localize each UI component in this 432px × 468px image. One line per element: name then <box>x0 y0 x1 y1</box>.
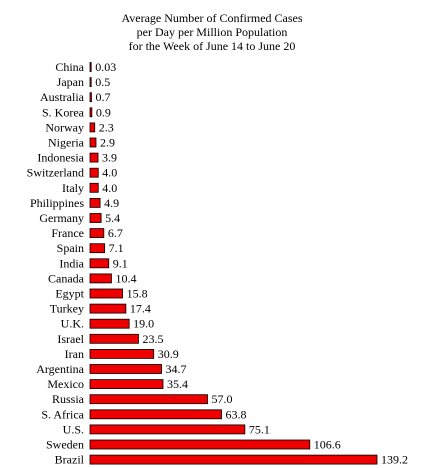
category-label: Iran <box>65 347 84 361</box>
category-label: S. Korea <box>42 105 85 119</box>
category-label: Germany <box>39 211 84 225</box>
value-label: 9.1 <box>113 256 128 270</box>
category-label: Indonesia <box>37 151 84 165</box>
bar <box>89 288 123 299</box>
bar <box>89 439 311 450</box>
category-label: Philippines <box>30 196 84 210</box>
category-label: Mexico <box>47 377 84 391</box>
bar <box>89 303 127 314</box>
value-label: 2.9 <box>100 136 115 150</box>
bar <box>89 379 164 390</box>
bar <box>89 62 92 72</box>
category-label: S. Africa <box>41 407 84 421</box>
category-label: Canada <box>48 271 85 285</box>
category-label: France <box>51 226 84 240</box>
value-label: 6.7 <box>108 226 123 240</box>
category-label: Switzerland <box>27 166 84 180</box>
value-label: 19.0 <box>133 317 154 331</box>
value-label: 34.7 <box>166 362 187 376</box>
bar <box>89 243 106 254</box>
category-label: Israel <box>57 332 84 346</box>
value-label: 57.0 <box>212 392 233 406</box>
category-label: U.S. <box>63 422 84 436</box>
value-label: 4.0 <box>102 181 117 195</box>
value-label: 4.9 <box>104 196 119 210</box>
bar <box>89 77 92 87</box>
value-label: 4.0 <box>102 166 117 180</box>
bar <box>89 409 222 420</box>
bar <box>89 167 99 178</box>
category-label: Egypt <box>55 287 84 301</box>
bar <box>89 213 102 223</box>
value-label: 23.5 <box>142 332 163 346</box>
value-label: 63.8 <box>226 407 247 421</box>
value-label: 0.9 <box>96 105 111 119</box>
category-label: Sweden <box>46 438 84 452</box>
category-label: Norway <box>45 120 84 134</box>
bar <box>89 182 99 193</box>
bar <box>89 137 97 148</box>
bar <box>89 424 246 435</box>
value-label: 0.03 <box>95 60 116 74</box>
bar <box>89 152 99 163</box>
category-label: Brazil <box>55 453 85 467</box>
category-label: Turkey <box>50 302 84 316</box>
category-label: China <box>55 60 84 74</box>
value-label: 3.9 <box>102 151 117 165</box>
bar <box>89 394 208 405</box>
category-label: U.K. <box>61 317 84 331</box>
category-label: Spain <box>57 241 84 255</box>
bar <box>89 348 155 359</box>
bar <box>89 318 130 329</box>
chart-title-line-2: per Day per Million Population <box>137 25 288 39</box>
value-label: 2.3 <box>99 120 114 134</box>
value-label: 30.9 <box>158 347 179 361</box>
category-label: Russia <box>52 392 85 406</box>
bar-series: China 0.03 Japan 0.5 Australia 0.7 S. Korea 0.9… <box>27 60 408 467</box>
bar <box>89 333 139 344</box>
value-label: 15.8 <box>127 287 148 301</box>
value-label: 35.4 <box>167 377 188 391</box>
value-label: 106.6 <box>314 438 341 452</box>
category-label: Nigeria <box>48 136 85 150</box>
chart-title: Average Number of Confirmed Cases per Da… <box>121 11 302 53</box>
bar <box>89 258 110 269</box>
bar <box>89 228 105 239</box>
chart-title-line-3: for the Week of June 14 to June 20 <box>129 39 296 53</box>
category-label: Australia <box>40 90 85 104</box>
category-label: Japan <box>57 75 84 89</box>
value-label: 10.4 <box>115 271 136 285</box>
category-label: India <box>59 256 84 270</box>
value-label: 0.5 <box>95 75 110 89</box>
bar <box>89 107 93 118</box>
chart-title-line-1: Average Number of Confirmed Cases <box>121 11 302 25</box>
bar <box>89 197 101 208</box>
value-label: 5.4 <box>105 211 120 225</box>
value-label: 0.7 <box>95 90 110 104</box>
bar <box>89 454 378 465</box>
bar <box>89 364 162 374</box>
value-label: 75.1 <box>249 422 270 436</box>
category-label: Italy <box>62 181 84 195</box>
bar <box>89 122 96 133</box>
value-label: 139.2 <box>381 453 408 467</box>
value-label: 7.1 <box>109 241 124 255</box>
bar <box>89 92 92 103</box>
bar <box>89 273 112 284</box>
value-label: 17.4 <box>130 302 151 316</box>
category-label: Argentina <box>36 362 84 376</box>
